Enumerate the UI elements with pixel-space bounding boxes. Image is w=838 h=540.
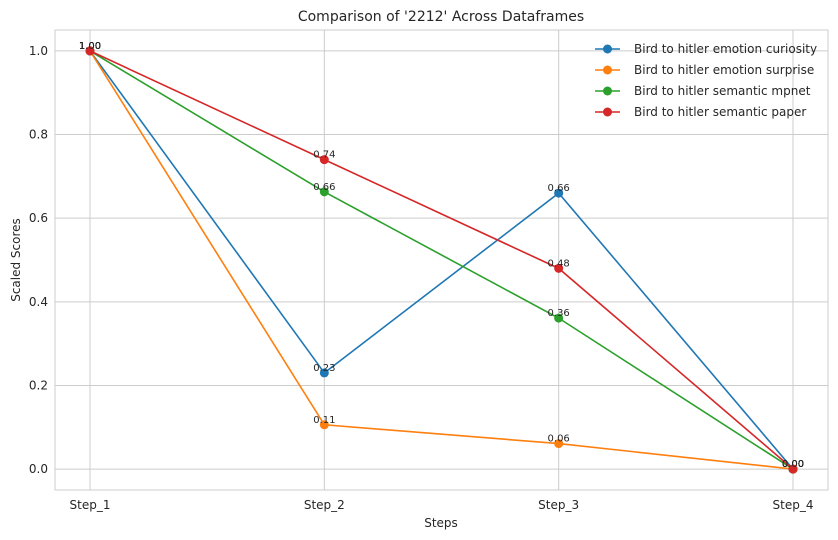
y-axis: 0.0 0.2 0.4 0.6 0.8 1.0: [29, 44, 48, 476]
data-label: 0.66: [313, 182, 335, 193]
data-point: [788, 464, 798, 474]
legend-marker: [603, 107, 612, 117]
data-point: [554, 263, 564, 273]
data-point: [554, 313, 564, 323]
data-point: [85, 46, 95, 56]
data-label: 0.23: [313, 363, 335, 374]
gridlines: [55, 30, 828, 490]
y-tick-label: 0.6: [29, 211, 48, 225]
legend: Bird to hitler emotion curiosity Bird to …: [595, 42, 817, 119]
legend-marker: [603, 65, 612, 75]
x-tick-label: Step_2: [304, 498, 345, 512]
y-tick-label: 0.8: [29, 128, 48, 142]
plot-area: [54, 29, 829, 491]
y-axis-title: Scaled Scores: [9, 218, 23, 302]
legend-item: Bird to hitler emotion surprise: [595, 63, 814, 77]
series-group: 1.00 0.74 0.48 0.00: [79, 41, 804, 474]
series-line: [89, 50, 794, 470]
data-point: [319, 155, 329, 165]
data-point: [319, 187, 329, 197]
data-label: 0.06: [548, 434, 570, 445]
y-tick-label: 0.0: [29, 462, 48, 476]
series-layer: 1.000.230.660.001.000.110.060.001.000.66…: [79, 41, 804, 474]
x-axis: Step_1 Step_2 Step_3 Step_4: [70, 498, 814, 512]
y-tick-label: 1.0: [29, 44, 48, 58]
data-point: [319, 368, 329, 378]
legend-item: Bird to hitler emotion curiosity: [595, 42, 817, 56]
chart-title: Comparison of '2212' Across Dataframes: [298, 9, 584, 25]
legend-label: Bird to hitler semantic mpnet: [634, 84, 811, 98]
x-tick-label: Step_4: [773, 498, 814, 512]
data-point: [554, 188, 564, 198]
x-axis-title: Steps: [424, 516, 458, 530]
series-line: [89, 50, 794, 470]
series-line: [89, 50, 794, 470]
legend-label: Bird to hitler emotion curiosity: [634, 42, 817, 56]
x-tick-label: Step_3: [538, 498, 579, 512]
data-label: 0.74: [313, 150, 335, 161]
series-line: [89, 50, 794, 470]
data-label: 0.36: [548, 308, 570, 319]
legend-item: Bird to hitler semantic paper: [595, 105, 806, 119]
data-label: 0.48: [548, 258, 570, 269]
data-point: [319, 420, 329, 430]
data-label: 0.00: [782, 459, 804, 470]
data-label: 1.00: [79, 41, 101, 52]
legend-label: Bird to hitler semantic paper: [634, 105, 806, 119]
legend-item: Bird to hitler semantic mpnet: [595, 84, 811, 98]
legend-marker: [603, 44, 612, 54]
data-label: 0.11: [313, 415, 335, 426]
data-point: [554, 439, 564, 449]
y-tick-label: 0.2: [29, 378, 48, 392]
legend-label: Bird to hitler emotion surprise: [634, 63, 814, 77]
legend-marker: [603, 86, 612, 96]
x-tick-label: Step_1: [70, 498, 111, 512]
data-label: 0.66: [548, 183, 570, 194]
y-tick-label: 0.4: [29, 295, 48, 309]
